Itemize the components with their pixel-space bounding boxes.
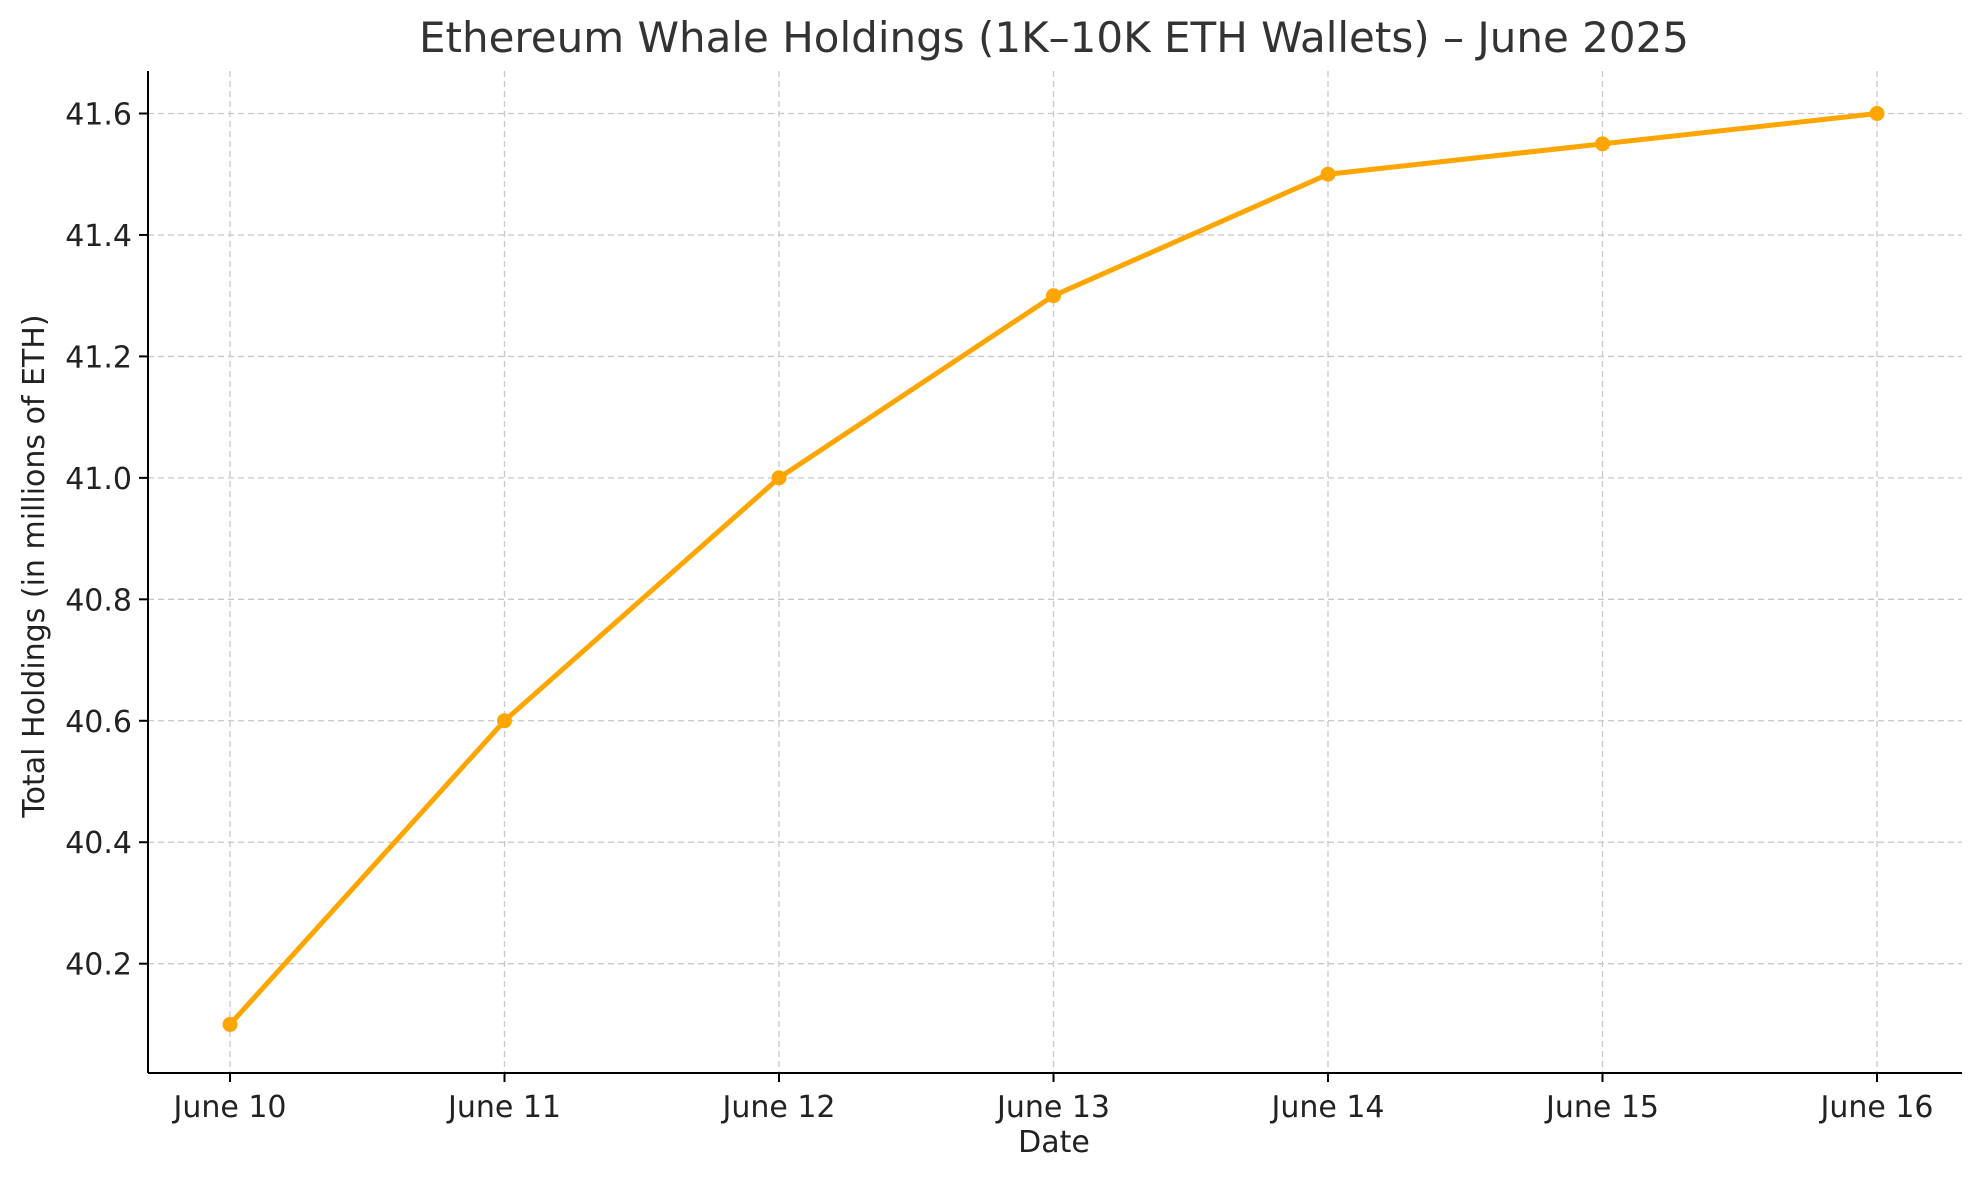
series-line (227, 111, 1880, 1027)
y-tick-label: 40.8 (65, 583, 132, 618)
x-tick-label: June 12 (720, 1090, 835, 1125)
chart-title: Ethereum Whale Holdings (1K–10K ETH Wall… (419, 13, 1689, 62)
y-axis-label: Total Holdings (in millions of ETH) (17, 314, 52, 818)
axes (139, 71, 1962, 1082)
y-tick-label: 40.4 (65, 826, 132, 861)
x-tick-label: June 10 (171, 1090, 286, 1125)
y-tick-label: 41.2 (65, 340, 132, 375)
y-tick-label: 41.6 (65, 98, 132, 133)
x-tick-label: June 16 (1818, 1090, 1933, 1125)
x-tick-label: June 14 (1269, 1090, 1384, 1125)
x-axis-label: Date (1018, 1125, 1090, 1160)
y-tick-label: 41.4 (65, 219, 132, 254)
y-tick-label: 41.0 (65, 462, 132, 497)
data-point-marker (1320, 166, 1336, 182)
y-tick-label: 40.2 (65, 948, 132, 983)
data-point-marker (497, 713, 512, 729)
x-tick-label: June 11 (446, 1090, 561, 1125)
x-tick-label: June 15 (1544, 1090, 1659, 1125)
grid-lines (148, 71, 1962, 1073)
data-point-marker (1046, 288, 1061, 304)
data-point-marker (771, 470, 787, 486)
y-tick-label: 40.6 (65, 705, 132, 740)
tick-labels: June 10 June 11 June 12 June 13 June 14 June … (65, 98, 1933, 1125)
data-point-marker (1869, 106, 1885, 122)
data-point-marker (1595, 136, 1610, 152)
data-point-marker (222, 1016, 238, 1032)
x-tick-label: June 13 (995, 1090, 1110, 1125)
series-layer (222, 106, 1885, 1032)
